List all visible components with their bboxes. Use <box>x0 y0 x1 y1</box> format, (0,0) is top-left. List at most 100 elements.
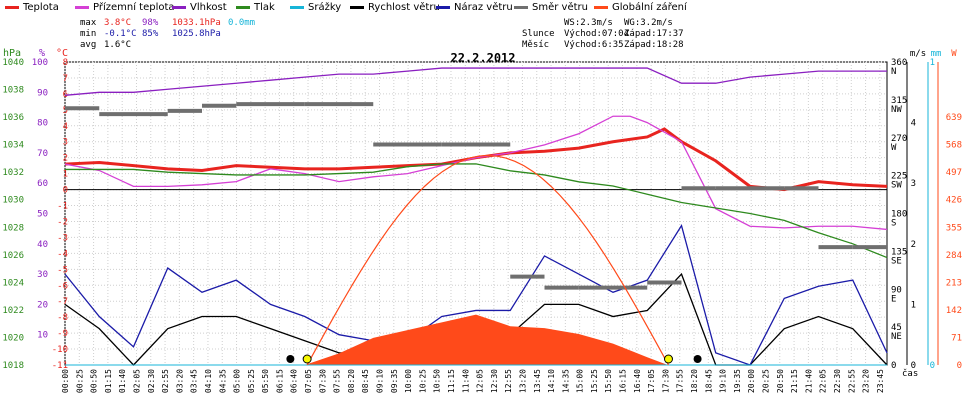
axis-tick-celsius: -3 <box>57 233 68 243</box>
axis-tick-w: 639 <box>946 113 962 123</box>
axis-tick-hpa: 1038 <box>2 86 24 96</box>
axis-tick-ms: 0 <box>911 361 916 371</box>
axis-tick-time: 03:20 <box>175 369 184 393</box>
axis-tick-time: 23:45 <box>876 369 885 393</box>
axis-tick-time: 06:40 <box>290 369 299 393</box>
axis-tick-time: 00:25 <box>75 369 84 393</box>
axis-tick-direction: 180 <box>891 210 907 220</box>
stat-max-humidity: 98% <box>142 18 159 28</box>
axis-tick-time: 04:35 <box>218 369 227 393</box>
axis-tick-compass: SW <box>891 181 902 191</box>
legend-item: Přízemní teplota <box>75 2 175 13</box>
axis-title-percent: % <box>39 48 45 59</box>
axis-tick-hpa: 1022 <box>2 306 24 316</box>
stat-min-label: min <box>80 29 97 39</box>
axis-tick-time: 20:50 <box>776 369 785 393</box>
axis-tick-time: 07:30 <box>318 369 327 393</box>
axis-tick-celsius: -5 <box>57 265 68 275</box>
axis-tick-time: 05:25 <box>247 369 256 393</box>
axis-tick-percent: 100 <box>32 58 48 68</box>
axis-tick-celsius: -1 <box>57 202 68 212</box>
axis-tick-compass: E <box>891 294 896 304</box>
axis-tick-ms: 2 <box>911 240 916 250</box>
legend: Teplota Přízemní teplota Vlhkost Tlak Srážky… <box>0 0 966 16</box>
axis-tick-direction: 135 <box>891 247 907 257</box>
stat-precip: 0.0mm <box>228 18 256 28</box>
astro-moon-rise: Východ:6:35 <box>564 40 624 50</box>
axis-tick-time: 20:00 <box>747 369 756 393</box>
axis-tick-celsius: -10 <box>52 345 68 355</box>
axis-title-mm: mm <box>931 49 942 59</box>
axis-tick-time: 21:15 <box>790 369 799 393</box>
axis-tick-time: 09:10 <box>376 369 385 393</box>
axis-tick-time: 12:55 <box>504 369 513 393</box>
axis-tick-mm: 0 <box>930 361 935 371</box>
stat-max-label: max <box>80 18 97 28</box>
legend-item: Náraz větru <box>436 2 513 13</box>
legend-label: Rychlost větru <box>368 2 440 13</box>
axis-tick-time: 01:40 <box>118 369 127 393</box>
axis-tick-w: 142 <box>946 306 962 316</box>
axis-tick-celsius: 8 <box>63 58 68 68</box>
legend-item: Tlak <box>236 2 275 13</box>
series-line <box>64 67 887 96</box>
astro-moon-set: Západ:18:28 <box>624 40 684 50</box>
axis-tick-direction: 90 <box>891 285 902 295</box>
axis-tick-hpa: 1028 <box>2 223 24 233</box>
axis-tick-w: 0 <box>957 361 962 371</box>
axis-tick-time: 13:45 <box>533 369 542 393</box>
stat-min-temp: -0.1°C <box>104 29 137 39</box>
axis-tick-percent: 20 <box>37 300 48 310</box>
axis-tick-w: 568 <box>946 141 962 151</box>
legend-label: Teplota <box>23 2 59 13</box>
moonrise-marker <box>286 355 295 363</box>
legend-label: Náraz větru <box>454 2 513 13</box>
legend-label: Globální záření <box>612 2 687 13</box>
axis-tick-time: 10:25 <box>418 369 427 393</box>
sunset-marker <box>663 354 673 364</box>
legend-swatch <box>436 5 450 9</box>
axis-tick-time: 22:55 <box>847 369 856 393</box>
axis-tick-time: 08:45 <box>361 369 370 393</box>
axis-tick-time: 10:50 <box>433 369 442 393</box>
axis-tick-time: 02:30 <box>147 369 156 393</box>
astro-wg: WG:3.2m/s <box>624 18 673 28</box>
axis-tick-percent: 10 <box>37 331 48 341</box>
axis-tick-hpa: 1018 <box>2 361 24 371</box>
axis-tick-hpa: 1020 <box>2 333 24 343</box>
axis-tick-time: 17:55 <box>676 369 685 393</box>
axis-tick-time: 15:00 <box>576 369 585 393</box>
axis-tick-time: 20:25 <box>761 369 770 393</box>
axis-tick-time: 15:50 <box>604 369 613 393</box>
axis-tick-time: 12:05 <box>476 369 485 393</box>
axis-title-w: W <box>951 49 957 59</box>
axis-tick-percent: 60 <box>37 179 48 189</box>
radiation-clear-sky-curve <box>306 154 670 366</box>
legend-item: Teplota <box>5 2 59 13</box>
axis-tick-time: 11:40 <box>461 369 470 393</box>
moonset-marker <box>693 355 702 363</box>
legend-swatch <box>594 5 608 9</box>
axis-tick-time: 07:05 <box>304 369 313 393</box>
axis-title-time: čas <box>902 368 918 379</box>
axis-tick-hpa: 1040 <box>2 58 24 68</box>
axis-tick-time: 18:45 <box>704 369 713 393</box>
legend-item: Rychlost větru <box>350 2 440 13</box>
axis-tick-hpa: 1024 <box>2 278 24 288</box>
axis-tick-celsius: -6 <box>57 281 68 291</box>
axis-tick-percent: 70 <box>37 149 48 159</box>
axis-tick-time: 01:15 <box>104 369 113 393</box>
stat-avg-temp: 1.6°C <box>104 40 132 50</box>
axis-tick-compass: N <box>891 67 896 77</box>
axis-tick-hpa: 1026 <box>2 251 24 261</box>
axis-tick-time: 09:35 <box>390 369 399 393</box>
axis-tick-celsius: -11 <box>52 361 68 371</box>
axis-tick-time: 05:00 <box>233 369 242 393</box>
axis-tick-time: 04:10 <box>204 369 213 393</box>
astro-sun-label: Slunce <box>522 29 555 39</box>
axis-tick-time: 00:50 <box>90 369 99 393</box>
axis-tick-direction: 270 <box>891 134 907 144</box>
axis-tick-time: 22:30 <box>833 369 842 393</box>
astro-ws: WS:2.3m/s <box>564 18 613 28</box>
axis-tick-hpa: 1032 <box>2 168 24 178</box>
